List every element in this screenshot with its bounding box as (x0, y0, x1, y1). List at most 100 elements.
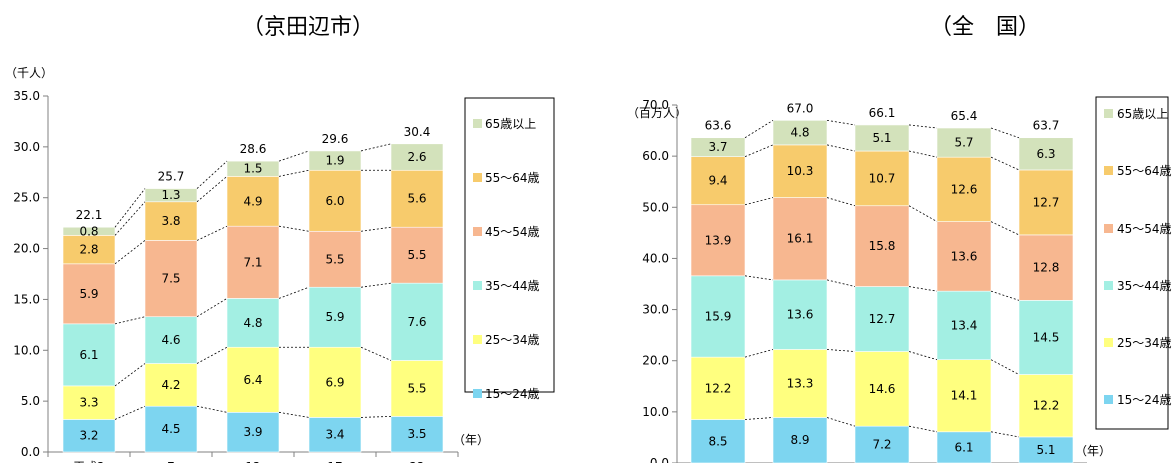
chart0-total-label: 22.1 (76, 208, 103, 222)
chart0-y-tick-label: 5.0 (21, 394, 40, 408)
chart1-y-tick-label: 60.0 (642, 149, 669, 163)
chart0-legend-swatch (473, 389, 482, 398)
chart0-legend-label: 15～24歳 (485, 387, 540, 401)
chart1-segment-label: 12.7 (1033, 195, 1060, 209)
chart0-x-tick-label: 17 (327, 460, 342, 463)
chart0-segment-label: 5.6 (407, 192, 426, 206)
chart0-connector-line (360, 282, 392, 288)
chart1-connector-line (826, 417, 856, 427)
chart0-total-label: 30.4 (404, 125, 431, 139)
chart0-legend-swatch (473, 281, 482, 290)
chart0-legend-swatch (473, 227, 482, 236)
chart1-segment-label: 13.9 (705, 233, 732, 247)
chart0-title: （京田辺市） (242, 15, 374, 40)
chart0-segment-label: 4.9 (243, 194, 262, 208)
chart1-legend-label: 35～44歳 (1117, 279, 1172, 293)
chart0-bar-segment (390, 282, 444, 361)
chart1-connector-line (908, 205, 938, 222)
chart1-segment-label: 3.7 (708, 140, 727, 154)
chart0-y-tick-label: 20.0 (13, 242, 40, 256)
chart1-bar-segment (772, 417, 828, 463)
chart0-segment-label: 2.8 (79, 243, 98, 257)
chart1-bar-segment (854, 205, 910, 287)
chart0-segment-label: 6.1 (79, 348, 98, 362)
chart1-segment-label: 14.5 (1033, 330, 1060, 344)
chart0-connector-line (196, 405, 228, 413)
chart1-segment-label: 16.1 (787, 232, 814, 246)
chart1-bar-segment (1018, 137, 1074, 171)
chart1-segment-label: 6.3 (1036, 147, 1055, 161)
chart0-segment-label: 1.5 (243, 162, 262, 176)
chart0-bar-segment (144, 363, 198, 407)
chart0-segment-label: 4.2 (161, 378, 180, 392)
chart1-total-label: 67.0 (787, 101, 814, 115)
chart1-segment-label: 10.7 (869, 171, 896, 185)
chart0-segment-label: 6.9 (325, 375, 344, 389)
chart0-connector-line (278, 169, 310, 177)
chart0-bar-segment (62, 235, 116, 265)
chart1-bar-segment (936, 290, 992, 360)
chart1-total-label: 65.4 (951, 109, 978, 123)
chart0-connector-line (360, 416, 392, 418)
chart1-bar-segment (936, 127, 992, 158)
chart0-connector-line (196, 346, 228, 364)
chart1-bar-segment (772, 120, 828, 146)
chart0-segment-label: 6.0 (325, 194, 344, 208)
chart1-segment-label: 12.7 (869, 312, 896, 326)
chart1-segment-label: 12.2 (705, 381, 732, 395)
chart0-connector-line (196, 225, 228, 241)
chart0-y-tick-label: 30.0 (13, 140, 40, 154)
chart1-bar-segment (690, 156, 746, 206)
chart0-y-tick-label: 25.0 (13, 191, 40, 205)
chart1-connector-line (744, 417, 774, 420)
chart1-legend-swatch (1104, 338, 1113, 347)
chart0-bar-segment (226, 346, 280, 413)
chart1-legend-label: 25～34歳 (1117, 336, 1172, 350)
chart1-y-tick-label: 10.0 (642, 405, 669, 419)
chart1-connector-line (744, 349, 774, 358)
chart0-total-label: 25.7 (158, 170, 185, 184)
chart0-legend-box (464, 97, 555, 393)
chart1-legend-swatch (1104, 166, 1113, 175)
chart0-bar-segment (226, 412, 280, 453)
chart0-total-label: 28.6 (240, 142, 267, 156)
chart1-segment-label: 8.5 (708, 434, 727, 448)
chart0-connector-line (114, 316, 146, 325)
chart0-bar-segment (144, 316, 198, 364)
chart0-segment-label: 3.9 (243, 425, 262, 439)
chart1-connector-line (826, 197, 856, 207)
chart1-segment-label: 14.1 (951, 389, 978, 403)
chart0-connector-line (360, 346, 392, 361)
chart1-connector-line (908, 150, 938, 158)
chart1-legend-swatch (1104, 109, 1113, 118)
chart0-bar-segment (62, 385, 116, 420)
chart0-connector-line (196, 176, 228, 203)
chart1-connector-line (826, 349, 856, 352)
chart0-segment-label: 7.6 (407, 315, 426, 329)
chart0-x-tick-label: 平成2 (73, 460, 105, 463)
chart0-y-tick-label: 10.0 (13, 343, 40, 357)
chart0-bar-segment (144, 405, 198, 453)
chart1-connector-line (990, 221, 1020, 236)
chart1-connector-line (908, 351, 938, 361)
chart0-bar-segment (308, 346, 362, 418)
chart1-title: （全 国） (930, 15, 1040, 40)
chart0-total-label: 29.6 (322, 132, 349, 146)
chart1-bar-segment (854, 351, 910, 427)
chart1-y-tick-label: 50.0 (642, 200, 669, 214)
chart1-segment-label: 14.6 (869, 382, 896, 396)
chart1-total-label: 63.7 (1033, 119, 1060, 133)
chart1-y-tick-label: 0.0 (650, 456, 669, 463)
chart0-bar-segment (62, 419, 116, 453)
chart1-bar-segment (936, 431, 992, 463)
chart1-legend-box (1095, 96, 1169, 430)
chart0-segment-label: 7.5 (161, 272, 180, 286)
chart1-segment-label: 9.4 (708, 174, 727, 188)
chart0-connector-line (360, 143, 392, 152)
chart1-bar-segment (1018, 169, 1074, 236)
chart1-connector-line (744, 120, 774, 139)
chart0-connector-line (196, 298, 228, 318)
chart1-bar-segment (1018, 234, 1074, 301)
chart0-segment-label: 4.6 (161, 333, 180, 347)
